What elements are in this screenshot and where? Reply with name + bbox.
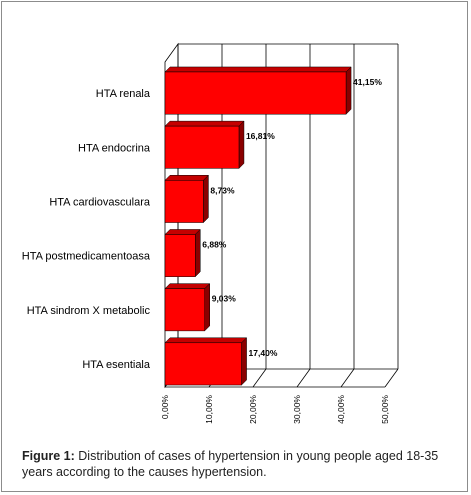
- x-tick-label: 40,00%: [336, 395, 346, 424]
- bar-chart: HTA renala HTA endocrina HTA cardiovascula…: [22, 42, 399, 424]
- bar: [164, 342, 242, 386]
- value-label: 16,81%: [246, 131, 275, 141]
- x-tick-label: 0,00%: [160, 395, 170, 420]
- figure-caption: Figure 1: Distribution of cases of hyper…: [22, 448, 462, 480]
- bar: [164, 234, 196, 277]
- floor-gridline: [296, 368, 311, 388]
- bar: [164, 288, 205, 332]
- category-label: HTA renala: [96, 88, 151, 100]
- bar-side: [204, 283, 210, 332]
- bar-top: [164, 66, 352, 73]
- bar: [164, 180, 204, 223]
- bar-side: [203, 174, 209, 224]
- floor-gridline: [340, 368, 355, 388]
- x-tick-labels: 0,00% 10,00% 20,00% 30,00% 40,00% 50,00%: [160, 395, 390, 424]
- floor-gridline: [252, 368, 267, 388]
- value-label: 6,88%: [202, 239, 227, 249]
- x-tick-label: 10,00%: [204, 395, 214, 424]
- value-label: 17,40%: [249, 348, 278, 358]
- bar-top: [164, 229, 201, 235]
- bar-top: [164, 283, 211, 289]
- bar-top: [164, 175, 210, 181]
- value-labels: 41,15% 16,81% 8,73% 6,88% 9,03% 17,40%: [202, 77, 382, 358]
- bar-side: [238, 120, 245, 169]
- bar-side: [345, 66, 352, 115]
- x-tick-label: 50,00%: [380, 395, 390, 424]
- value-label: 8,73%: [210, 185, 235, 195]
- bar-side: [195, 228, 201, 278]
- category-label: HTA postmedicamentoasa: [22, 251, 151, 263]
- category-label: HTA endocrina: [78, 142, 151, 154]
- x-tick-label: 20,00%: [248, 395, 258, 424]
- value-label: 41,15%: [353, 77, 382, 87]
- chart-bars: [164, 66, 352, 386]
- caption-text: Distribution of cases of hypertension in…: [22, 449, 439, 479]
- category-label: HTA cardiovasculara: [49, 196, 151, 208]
- bar-top: [164, 337, 248, 344]
- bar-side: [241, 337, 247, 386]
- category-label: HTA sindrom X metabolic: [27, 305, 151, 317]
- bar: [164, 125, 240, 169]
- category-labels: HTA renala HTA endocrina HTA cardiovascula…: [22, 88, 151, 371]
- bar-top: [164, 120, 245, 127]
- x-tick-label: 30,00%: [292, 395, 302, 424]
- category-label: HTA esentiala: [82, 359, 151, 371]
- value-label: 9,03%: [212, 294, 237, 304]
- floor-gridline: [384, 368, 399, 388]
- caption-label: Figure 1:: [22, 449, 75, 463]
- bar: [164, 71, 347, 115]
